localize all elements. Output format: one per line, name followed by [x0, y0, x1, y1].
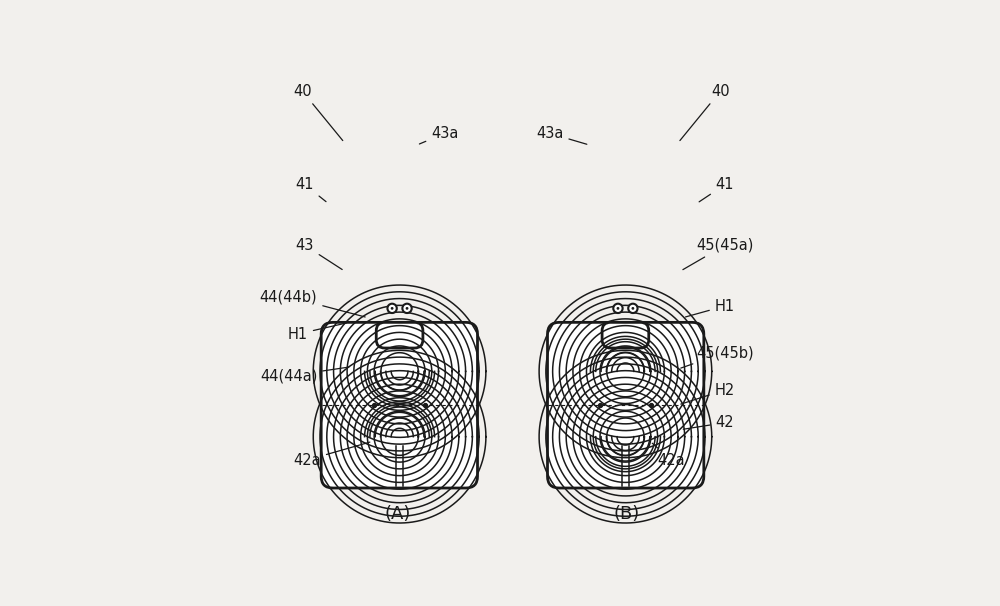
Text: 44(44a): 44(44a)	[260, 367, 349, 384]
Text: H1: H1	[685, 299, 735, 317]
Text: 42: 42	[683, 415, 734, 430]
Text: 41: 41	[699, 177, 734, 202]
Text: H1: H1	[288, 323, 346, 342]
Circle shape	[617, 307, 619, 310]
Text: 44(44b): 44(44b)	[260, 289, 365, 317]
FancyBboxPatch shape	[547, 322, 704, 488]
Circle shape	[391, 307, 394, 310]
Circle shape	[387, 304, 397, 313]
FancyBboxPatch shape	[321, 322, 478, 488]
Text: 42a: 42a	[652, 443, 685, 467]
Text: 43a: 43a	[536, 126, 587, 144]
Text: 45(45a): 45(45a)	[683, 238, 753, 270]
FancyBboxPatch shape	[376, 322, 423, 348]
Text: 40: 40	[293, 84, 343, 141]
Text: 40: 40	[680, 84, 729, 141]
Circle shape	[402, 304, 412, 313]
Text: 43: 43	[296, 238, 342, 270]
Text: 42a: 42a	[293, 442, 370, 467]
FancyBboxPatch shape	[602, 322, 649, 348]
Circle shape	[406, 307, 408, 310]
Text: (B): (B)	[614, 505, 640, 523]
Text: (A): (A)	[385, 505, 411, 523]
Circle shape	[628, 304, 638, 313]
Circle shape	[631, 307, 634, 310]
Circle shape	[613, 304, 623, 313]
Text: 45(45b): 45(45b)	[681, 345, 754, 368]
Text: 41: 41	[296, 177, 326, 202]
Text: 43a: 43a	[419, 126, 459, 144]
Text: H2: H2	[681, 382, 735, 404]
